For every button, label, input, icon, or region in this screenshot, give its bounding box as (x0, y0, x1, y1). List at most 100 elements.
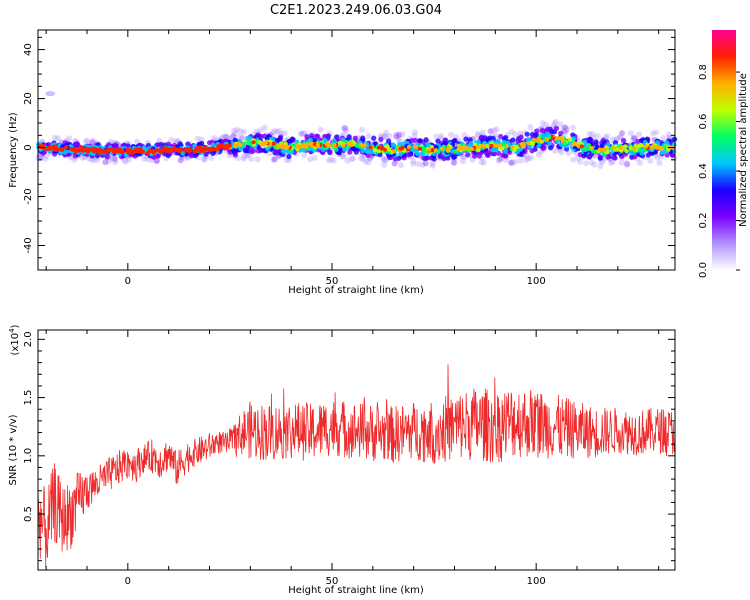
spectral-cell (659, 150, 665, 155)
spectral-cell (281, 130, 288, 137)
spectrogram-ticks: 0 50 100 -40 -20 0 20 40 (23, 30, 675, 287)
spectral-cell (362, 158, 369, 165)
spectral-cell (272, 127, 279, 134)
x-tick-label: 100 (527, 576, 546, 587)
spectral-cell (665, 131, 672, 138)
spectral-cell (242, 148, 249, 154)
spectral-cell (417, 146, 422, 151)
spectral-cell (588, 159, 595, 166)
outlier-cell (45, 91, 56, 97)
spectrogram-y-axis-label: Frequency (Hz) (8, 112, 19, 188)
spectral-cell (502, 156, 509, 163)
spectral-cell (422, 160, 429, 167)
spectral-cell (558, 130, 564, 136)
snr-panel: 0 50 100 0.5 1.0 1.5 2.0 Height of straight li… (8, 324, 676, 596)
spectral-cell (232, 137, 238, 143)
spectral-cell (618, 159, 625, 166)
spectral-cell (79, 154, 86, 161)
spectral-cell (54, 145, 59, 150)
spectral-cell (624, 148, 629, 154)
spectral-cell (347, 140, 352, 145)
spectral-cell (141, 149, 146, 154)
spectral-cell (84, 137, 91, 144)
spectral-cell (489, 143, 494, 148)
spectral-cell (359, 126, 366, 133)
spectral-cell (504, 144, 509, 149)
spectral-cell (304, 133, 310, 140)
spectral-cell (639, 143, 645, 148)
spectral-cell (620, 137, 627, 144)
spectral-cell (299, 130, 306, 137)
spectral-cell (422, 148, 427, 154)
spectral-cell (386, 147, 392, 152)
spectral-cell (561, 124, 568, 131)
spectral-cell (544, 131, 550, 137)
spectral-cell (417, 138, 423, 144)
spectral-cell (602, 147, 607, 152)
snr-x-axis-label: Height of straight line (km) (288, 585, 424, 596)
spectral-cell (545, 137, 550, 142)
spectral-cell (381, 157, 388, 164)
spectral-cell (510, 145, 515, 150)
spectral-cell (517, 157, 524, 164)
spectral-cell (616, 134, 623, 141)
spectral-cell (411, 132, 418, 139)
spectral-cell (440, 146, 445, 151)
spectral-cell (283, 145, 288, 150)
spectral-cell (495, 157, 502, 164)
spectral-cell (558, 149, 565, 156)
spectral-cell (390, 142, 396, 148)
spectral-cell (523, 152, 530, 159)
spectral-cell (90, 157, 97, 164)
spectral-cell (163, 147, 168, 152)
spectral-cell (327, 149, 333, 156)
colorbar-tick-label: 0.4 (698, 163, 709, 179)
spectral-cell (241, 153, 248, 160)
spectral-cell (376, 145, 381, 150)
colorbar-strip (712, 30, 736, 270)
spectral-cell (392, 149, 397, 154)
spectral-cell (496, 156, 503, 163)
spectral-cell (563, 127, 570, 134)
spectral-cell (480, 159, 487, 166)
spectral-cell (463, 136, 469, 142)
spectral-cell (231, 127, 238, 134)
spectral-cell (342, 125, 349, 132)
spectral-cell (465, 152, 471, 158)
spectral-cell (233, 143, 238, 148)
spectral-cell (430, 148, 435, 153)
spectral-cell (360, 155, 367, 162)
spectral-cell (112, 158, 119, 165)
colorbar: 0.0 0.2 0.4 0.6 0.8 Normalized spectral ampl… (698, 30, 749, 278)
spectral-cell (410, 158, 417, 165)
spectral-cell (325, 157, 332, 164)
spectral-cell (297, 144, 302, 149)
spectral-cell (647, 157, 654, 164)
spectral-cell (391, 160, 398, 167)
spectral-cell (211, 134, 218, 141)
spectral-cell (508, 159, 515, 166)
spectral-cell (655, 140, 660, 145)
spectral-cell (631, 154, 638, 160)
spectral-cell (513, 144, 519, 150)
spectral-cell (643, 144, 648, 149)
spectral-cell (208, 154, 215, 161)
spectral-cell (47, 145, 52, 150)
spectral-cell (540, 145, 546, 151)
spectral-cell (122, 158, 129, 165)
spectral-cell (654, 145, 659, 150)
spectral-cell (220, 133, 227, 140)
spectral-cell (512, 158, 519, 165)
spectral-cell (399, 131, 406, 138)
spectral-cell (286, 153, 292, 160)
snr-y-scale-label: (x104) (8, 324, 21, 355)
spectral-cell (246, 141, 252, 146)
spectral-cell (380, 155, 387, 162)
spectral-cell (500, 145, 505, 151)
spectral-cell (255, 148, 261, 154)
spectral-cell (54, 135, 61, 142)
spectral-cell (543, 121, 550, 128)
spectral-cell (393, 133, 400, 140)
spectral-cell (452, 154, 458, 160)
spectral-cell (372, 148, 378, 153)
